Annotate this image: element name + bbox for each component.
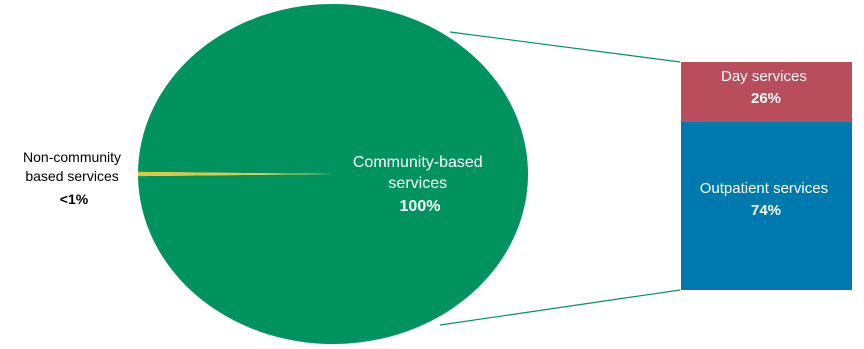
connector-line-bottom [439,289,681,326]
stacked-bar [681,62,852,290]
pie-label-non-community-value: <1% [60,191,89,207]
pie-slice-community-based [138,3,529,344]
connector-line-top [449,31,681,63]
pie-label-non-community: Non-community based services <1% [23,149,125,207]
pie-chart [138,3,529,344]
bar-label-outpatient-services-value: 74% [751,202,781,219]
pie-label-community-line-1: Community-based [353,154,483,171]
bar-label-outpatient-services-name: Outpatient services [700,180,828,197]
bar-label-day-services: Day services 26% [721,68,811,107]
bar-label-day-services-value: 26% [751,90,781,107]
pie-slice-non-community [138,171,333,177]
bar-segment-day-services [681,62,852,122]
pie-label-non-community-line-1: Non-community [23,149,121,165]
pie-label-community: Community-based services 100% [353,154,487,215]
pie-label-non-community-line-2: based services [25,168,118,184]
bar-label-outpatient-services: Outpatient services 74% [700,180,833,219]
bar-label-day-services-name: Day services [721,68,807,85]
bar-segment-outpatient-services [681,121,852,290]
pie-label-community-line-2: services [388,175,447,192]
pie-label-community-value: 100% [400,198,441,215]
